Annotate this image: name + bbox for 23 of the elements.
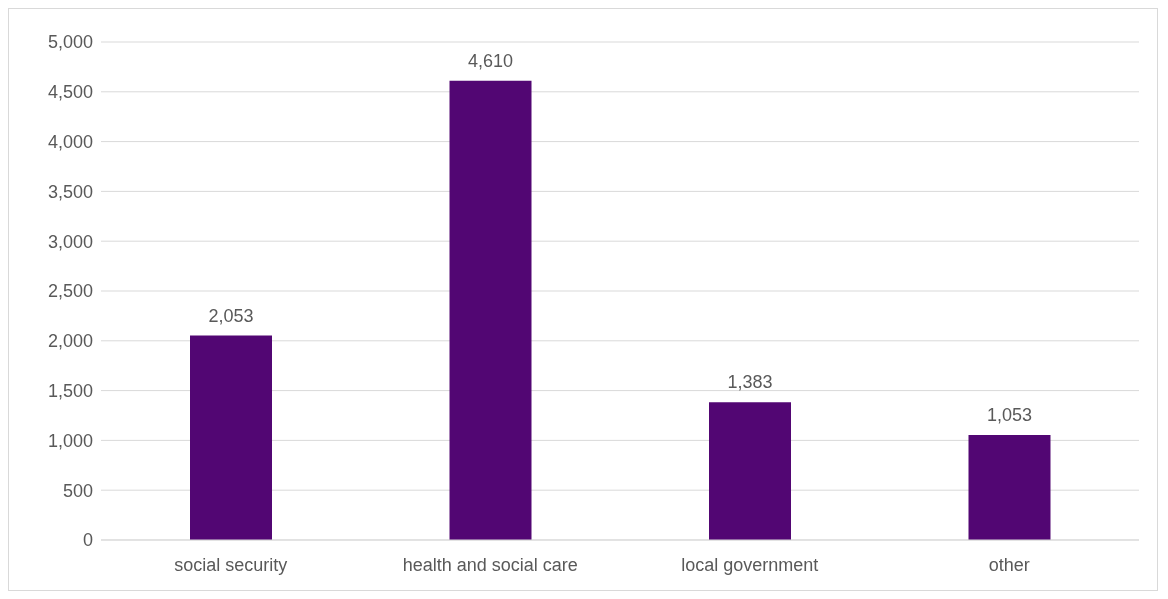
y-tick-label: 4,000 <box>47 131 93 152</box>
bar <box>449 80 532 540</box>
data-label: 2,053 <box>208 305 254 326</box>
y-tick-label: 5,000 <box>47 32 93 53</box>
x-tick-label: health and social care <box>402 554 578 575</box>
y-tick-label: 500 <box>62 480 93 501</box>
data-label: 4,610 <box>467 50 514 71</box>
y-tick-label: 1,500 <box>47 380 93 401</box>
x-tick-label: local government <box>681 554 819 575</box>
y-tick-label: 1,000 <box>47 430 93 451</box>
bar <box>968 435 1051 540</box>
y-tick-label: 2,500 <box>47 281 93 302</box>
data-label: 1,053 <box>986 405 1033 426</box>
y-tick-label: 2,000 <box>47 331 93 352</box>
y-tick-label: 4,500 <box>47 82 93 103</box>
x-tick-label: other <box>988 554 1030 575</box>
y-tick-label: 3,000 <box>47 231 93 252</box>
y-tick-label: 3,500 <box>47 181 93 202</box>
bar <box>190 335 272 540</box>
bar <box>709 402 791 540</box>
y-tick-label: 0 <box>82 530 93 551</box>
data-label: 1,383 <box>727 372 773 393</box>
x-tick-label: social security <box>174 554 288 575</box>
